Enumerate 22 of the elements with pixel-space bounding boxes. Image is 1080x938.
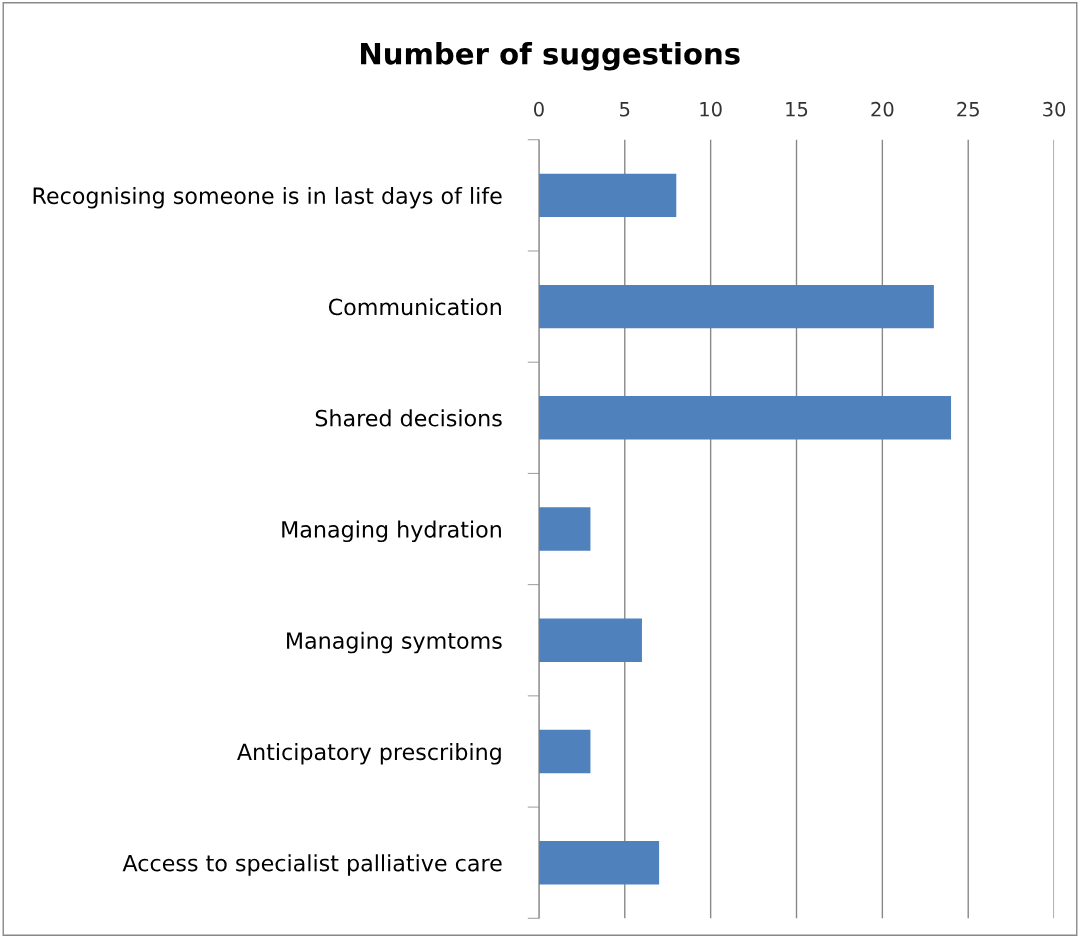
x-tick-label: 10 xyxy=(700,101,722,117)
x-tick-label: 25 xyxy=(957,101,979,117)
y-tick-label: Communication xyxy=(328,298,501,316)
bar xyxy=(538,729,591,774)
bar xyxy=(538,173,677,218)
bar xyxy=(538,284,934,329)
x-tick-label: 0 xyxy=(534,101,544,117)
chart-title: Number of suggestions xyxy=(361,42,740,71)
y-tick-label: Managing symtoms xyxy=(287,631,502,654)
y-tick-label: Managing hydration xyxy=(282,520,501,543)
bar xyxy=(538,507,591,551)
y-tick-label: Anticipatory prescribing xyxy=(237,743,501,765)
x-tick-label: 5 xyxy=(620,102,630,117)
bar xyxy=(538,396,952,440)
y-tick-label: Shared decisions xyxy=(315,409,502,427)
x-tick-label: 15 xyxy=(786,102,808,117)
y-tick-label: Access to specialist palliative care xyxy=(122,854,502,876)
bar xyxy=(538,618,642,662)
x-tick-label: 20 xyxy=(871,101,894,117)
bar xyxy=(538,841,660,885)
y-tick-label: Recognising someone is in last days of life xyxy=(33,186,502,209)
x-tick-label: 30 xyxy=(1043,101,1066,117)
